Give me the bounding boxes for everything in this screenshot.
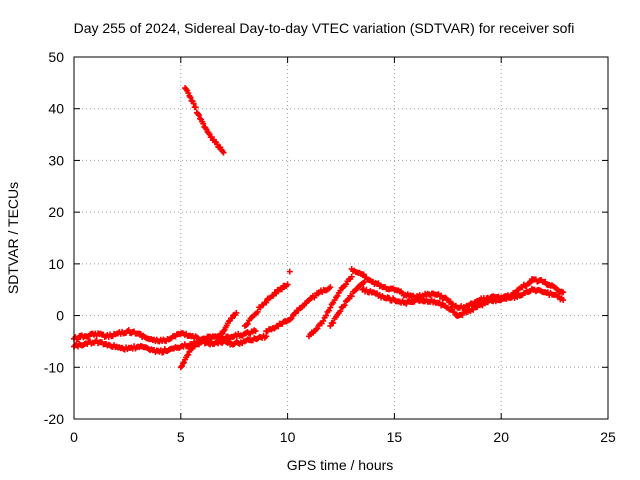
data-point-interp bbox=[273, 290, 280, 297]
data-point-interp bbox=[337, 308, 344, 315]
series-baseline-track-a bbox=[71, 327, 259, 345]
y-tick-label: 20 bbox=[48, 204, 64, 220]
x-tick-label: 20 bbox=[493, 429, 509, 445]
series-rising-arc-4 bbox=[305, 273, 355, 340]
data-point bbox=[194, 110, 201, 117]
data-point-interp bbox=[218, 331, 225, 338]
data-point-interp bbox=[195, 112, 202, 119]
data-point bbox=[323, 312, 330, 319]
data-point-interp bbox=[288, 315, 295, 322]
data-point bbox=[560, 289, 567, 296]
data-point-interp bbox=[192, 104, 199, 111]
data-point bbox=[233, 309, 240, 316]
data-point-interp bbox=[187, 94, 194, 101]
plot-frame bbox=[73, 56, 609, 420]
data-point-interp bbox=[181, 359, 188, 366]
data-point-interp bbox=[263, 299, 270, 306]
grid bbox=[74, 57, 608, 419]
x-axis-title: GPS time / hours bbox=[287, 457, 394, 473]
y-axis-title: SDTVAR / TECUs bbox=[5, 182, 21, 294]
y-tick-labels: -20 -10 0 10 20 30 40 50 bbox=[44, 49, 64, 427]
x-tick-label: 25 bbox=[600, 429, 616, 445]
data-point bbox=[263, 333, 270, 340]
data-point-interp bbox=[320, 317, 327, 324]
data-point bbox=[348, 273, 355, 280]
data-point-interp bbox=[278, 286, 285, 293]
x-tick-label: 15 bbox=[387, 429, 403, 445]
data-point-interp bbox=[179, 360, 186, 367]
data-point bbox=[327, 284, 334, 291]
data-point bbox=[207, 335, 214, 342]
series-high-arc-early bbox=[182, 85, 227, 156]
tick-marks bbox=[73, 56, 609, 420]
series-isolated-point bbox=[286, 268, 293, 275]
data-point bbox=[220, 149, 227, 156]
data-point bbox=[190, 100, 197, 107]
data-point-interp bbox=[348, 293, 355, 300]
chart-title: Day 255 of 2024, Sidereal Day-to-day VTE… bbox=[74, 20, 575, 36]
series-rising-arc-5 bbox=[327, 278, 368, 329]
y-tick-label: 10 bbox=[48, 256, 64, 272]
data-point-interp bbox=[292, 310, 299, 317]
x-tick-label: 5 bbox=[177, 429, 185, 445]
data-point-interp bbox=[527, 279, 534, 286]
series-baseline-track-b bbox=[71, 332, 270, 356]
y-tick-label: 50 bbox=[48, 49, 64, 65]
series-lower-track bbox=[359, 285, 567, 319]
y-tick-label: -20 bbox=[44, 411, 64, 427]
data-point-interp bbox=[327, 304, 334, 311]
series-rising-arc-3 bbox=[263, 284, 334, 335]
data-point-interp bbox=[75, 336, 82, 343]
x-tick-label: 0 bbox=[70, 429, 78, 445]
data-points bbox=[71, 85, 567, 371]
data-point-interp bbox=[200, 120, 207, 127]
data-point bbox=[314, 325, 321, 332]
data-point-interp bbox=[334, 292, 341, 299]
y-tick-label: -10 bbox=[44, 359, 64, 375]
series-rising-arc-1 bbox=[216, 309, 240, 340]
data-point-interp bbox=[341, 302, 348, 309]
data-point bbox=[286, 268, 293, 275]
y-tick-label: 0 bbox=[56, 308, 64, 324]
y-tick-label: 30 bbox=[48, 152, 64, 168]
data-point bbox=[252, 328, 259, 335]
data-point bbox=[284, 281, 291, 288]
y-tick-label: 40 bbox=[48, 101, 64, 117]
x-tick-label: 10 bbox=[280, 429, 296, 445]
data-point bbox=[560, 297, 567, 304]
data-point-interp bbox=[185, 351, 192, 358]
series-rising-arc-2 bbox=[241, 281, 291, 329]
x-tick-labels: 0 5 10 15 20 25 bbox=[70, 429, 616, 445]
data-point-interp bbox=[330, 319, 337, 326]
series-dip-segment bbox=[177, 335, 214, 371]
data-point-interp bbox=[254, 308, 261, 315]
data-point-interp bbox=[244, 320, 251, 327]
